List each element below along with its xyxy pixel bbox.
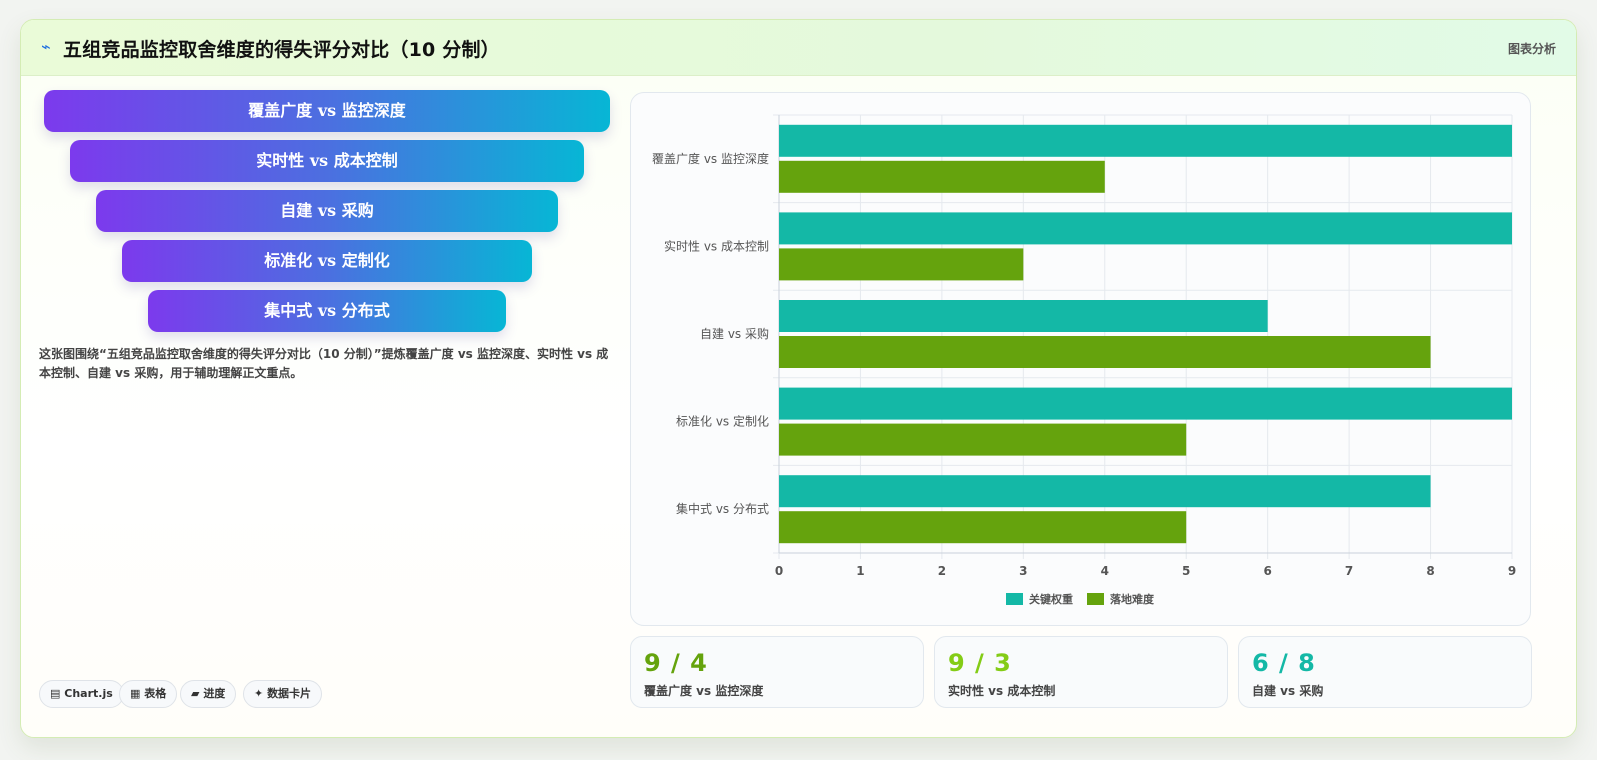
tick-label: 0 — [775, 564, 783, 578]
funnel-item: 标准化 vs 定制化 — [122, 240, 532, 282]
legend-label: 关键权重 — [1029, 592, 1073, 606]
tick-label: 4 — [1101, 564, 1109, 578]
stat-card: 6 / 8 自建 vs 采购 — [1238, 636, 1532, 708]
legend-swatch — [1006, 593, 1023, 605]
tick-label: 7 — [1345, 564, 1353, 578]
category-label: 标准化 vs 定制化 — [676, 414, 769, 429]
bar — [779, 423, 1187, 456]
chip-label: 数据卡片 — [267, 687, 312, 700]
bar — [779, 336, 1431, 368]
chip-label: 进度 — [203, 687, 226, 700]
chart-panel: 覆盖广度 vs 监控深度实时性 vs 成本控制自建 vs 采购标准化 vs 定制… — [630, 92, 1531, 626]
category-label: 覆盖广度 vs 监控深度 — [652, 151, 769, 166]
spark-icon: ⌁ — [41, 39, 51, 56]
chip-label: Chart.js — [64, 687, 113, 700]
stat-label: 自建 vs 采购 — [1252, 684, 1324, 698]
stat-card: 9 / 3 实时性 vs 成本控制 — [934, 636, 1228, 708]
bar — [779, 511, 1187, 544]
stat-value: 9 / 3 — [948, 649, 1012, 677]
bar — [779, 212, 1512, 245]
chip-data-card[interactable]: ✦ 数据卡片 — [243, 680, 323, 708]
legend-label: 落地难度 — [1110, 592, 1155, 606]
tick-label: 5 — [1182, 564, 1190, 578]
tick-label: 9 — [1508, 564, 1516, 578]
bar — [779, 300, 1268, 332]
funnel-item: 集中式 vs 分布式 — [148, 290, 506, 332]
tick-label: 8 — [1426, 564, 1434, 578]
bar — [779, 248, 1024, 281]
funnel-item: 覆盖广度 vs 监控深度 — [44, 90, 610, 132]
bar — [779, 124, 1512, 157]
bar — [779, 475, 1431, 508]
funnel-item: 实时性 vs 成本控制 — [70, 140, 584, 182]
page-title: 五组竞品监控取舍维度的得失评分对比（10 分制） — [63, 39, 500, 61]
bar — [779, 160, 1105, 193]
legend-swatch — [1087, 593, 1104, 605]
tick-label: 6 — [1263, 564, 1271, 578]
analysis-card: ⌁ 五组竞品监控取舍维度的得失评分对比（10 分制） 图表分析 覆盖广度 vs … — [20, 19, 1577, 738]
stat-value: 6 / 8 — [1252, 649, 1316, 677]
stat-label: 覆盖广度 vs 监控深度 — [644, 684, 764, 698]
chip-chartjs[interactable]: ▤ Chart.js — [39, 680, 124, 708]
tick-label: 1 — [856, 564, 864, 578]
bar — [779, 387, 1512, 420]
chart-icon: ▤ — [50, 687, 61, 700]
card-icon: ✦ — [254, 687, 264, 700]
chip-progress[interactable]: ▰ 进度 — [180, 680, 237, 708]
tick-label: 3 — [1019, 564, 1027, 578]
chart-description: 这张图围绕“五组竞品监控取舍维度的得失评分对比（10 分制）”提炼覆盖广度 vs… — [39, 347, 609, 380]
stat-label: 实时性 vs 成本控制 — [948, 684, 1056, 698]
chip-table[interactable]: ▦ 表格 — [119, 680, 178, 708]
category-label: 实时性 vs 成本控制 — [664, 238, 769, 253]
stat-value: 9 / 4 — [644, 649, 708, 677]
progress-icon: ▰ — [191, 687, 200, 700]
category-label: 集中式 vs 分布式 — [676, 501, 769, 516]
tick-label: 2 — [938, 564, 946, 578]
chart-analysis-label: 图表分析 — [1507, 42, 1556, 56]
card-header: ⌁ 五组竞品监控取舍维度的得失评分对比（10 分制） 图表分析 — [21, 20, 1576, 76]
stat-card: 9 / 4 覆盖广度 vs 监控深度 — [630, 636, 924, 708]
funnel-item: 自建 vs 采购 — [96, 190, 558, 232]
category-label: 自建 vs 采购 — [700, 326, 769, 341]
table-icon: ▦ — [130, 687, 141, 700]
chip-label: 表格 — [144, 687, 167, 700]
